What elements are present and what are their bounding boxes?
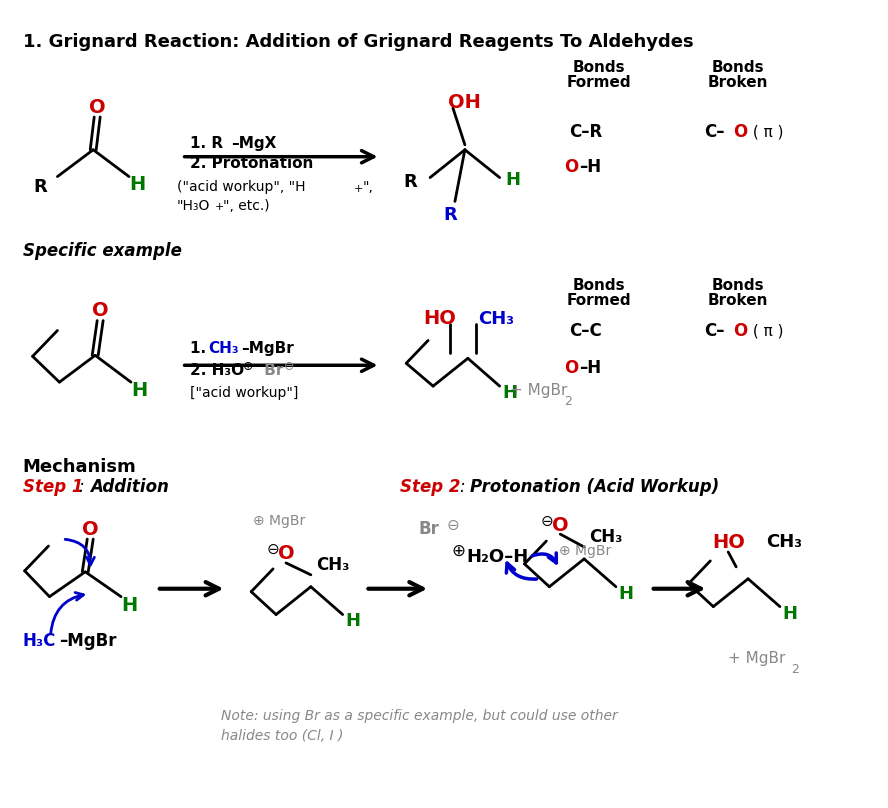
Text: 2: 2 [564, 395, 572, 408]
Text: ⊕ MgBr: ⊕ MgBr [559, 544, 612, 558]
Text: 2: 2 [791, 663, 798, 676]
Text: 1. R: 1. R [190, 137, 223, 151]
Text: ( π ): ( π ) [748, 323, 783, 338]
Text: C–R: C–R [569, 123, 602, 141]
Text: –H: –H [579, 360, 601, 377]
Text: ⊕: ⊕ [451, 542, 464, 560]
Text: –H: –H [579, 158, 601, 175]
Text: + MgBr: + MgBr [728, 650, 786, 666]
Text: 2. Protonation: 2. Protonation [190, 156, 313, 171]
Text: H₂O–H: H₂O–H [467, 548, 529, 566]
Text: CH₃: CH₃ [589, 528, 622, 546]
Text: Bonds: Bonds [712, 278, 765, 293]
Text: Broken: Broken [708, 293, 768, 308]
Text: HO: HO [424, 309, 456, 328]
Text: +: + [353, 183, 363, 194]
Text: O: O [564, 360, 578, 377]
Text: 1. Grignard Reaction: Addition of Grignard Reagents To Aldehydes: 1. Grignard Reaction: Addition of Grigna… [23, 32, 694, 51]
Text: CH₃: CH₃ [209, 341, 239, 356]
Text: –MgBr: –MgBr [59, 633, 117, 650]
Text: R: R [34, 178, 47, 196]
Text: Protonation (Acid Workup): Protonation (Acid Workup) [470, 478, 719, 496]
Text: –MgBr: –MgBr [242, 341, 294, 356]
Text: R: R [443, 206, 456, 225]
Text: :: : [79, 478, 91, 496]
Text: CH₃: CH₃ [316, 556, 349, 574]
Text: H: H [505, 170, 520, 188]
Text: :: : [460, 478, 471, 496]
Text: –MgX: –MgX [232, 137, 277, 151]
Text: OH: OH [448, 93, 481, 112]
Text: O: O [91, 301, 108, 320]
Text: Mechanism: Mechanism [23, 457, 137, 476]
Text: ⊕ MgBr: ⊕ MgBr [253, 514, 305, 528]
Text: Formed: Formed [567, 293, 631, 308]
Text: H₃C: H₃C [23, 633, 56, 650]
Text: Addition: Addition [91, 478, 169, 496]
Text: O: O [89, 98, 106, 116]
Text: C–: C– [704, 123, 725, 141]
Text: ("acid workup", "H: ("acid workup", "H [177, 179, 305, 193]
Text: Formed: Formed [567, 74, 631, 90]
Text: ", etc.): ", etc.) [224, 200, 270, 213]
Text: Bonds: Bonds [573, 60, 625, 75]
Text: R: R [403, 173, 417, 191]
Text: ["acid workup"]: ["acid workup"] [190, 386, 298, 400]
Text: ⊖: ⊖ [447, 518, 460, 532]
Text: O: O [552, 516, 568, 535]
Text: HO: HO [712, 532, 745, 552]
Text: Note: using Br as a specific example, but could use other: Note: using Br as a specific example, bu… [221, 709, 618, 723]
Text: O: O [733, 123, 748, 141]
Text: + MgBr: + MgBr [510, 383, 567, 398]
Text: C–: C– [704, 322, 725, 339]
Text: H: H [131, 381, 147, 400]
Text: +: + [214, 202, 224, 213]
Text: Br: Br [418, 520, 439, 538]
Text: H: H [129, 175, 145, 194]
Text: ⊖: ⊖ [541, 514, 554, 528]
Text: ⊖: ⊖ [284, 360, 295, 372]
Text: O: O [278, 545, 294, 563]
Text: O: O [82, 520, 99, 539]
Text: Br: Br [259, 363, 283, 377]
Text: ⊖: ⊖ [266, 541, 280, 557]
Text: CH₃: CH₃ [766, 533, 802, 551]
Text: halides too (Cl, I ): halides too (Cl, I ) [221, 729, 344, 743]
Text: ( π ): ( π ) [748, 124, 783, 140]
Text: Bonds: Bonds [712, 60, 765, 75]
Text: Specific example: Specific example [23, 242, 181, 260]
Text: H: H [502, 384, 517, 402]
Text: H: H [618, 585, 633, 603]
Text: Bonds: Bonds [573, 278, 625, 293]
Text: "H₃O: "H₃O [177, 200, 210, 213]
Text: CH₃: CH₃ [478, 309, 514, 327]
Text: ",: ", [362, 179, 373, 193]
Text: O: O [564, 158, 578, 175]
Text: H: H [345, 612, 360, 630]
Text: C–C: C–C [569, 322, 602, 339]
Text: H: H [121, 596, 137, 615]
Text: O: O [733, 322, 748, 339]
Text: H: H [782, 604, 797, 622]
Text: Step 2: Step 2 [400, 478, 461, 496]
Text: Broken: Broken [708, 74, 768, 90]
Text: Step 1: Step 1 [23, 478, 83, 496]
Text: 1.: 1. [190, 341, 211, 356]
Text: 2. H₃O: 2. H₃O [190, 363, 243, 377]
Text: ⊕: ⊕ [243, 360, 254, 372]
